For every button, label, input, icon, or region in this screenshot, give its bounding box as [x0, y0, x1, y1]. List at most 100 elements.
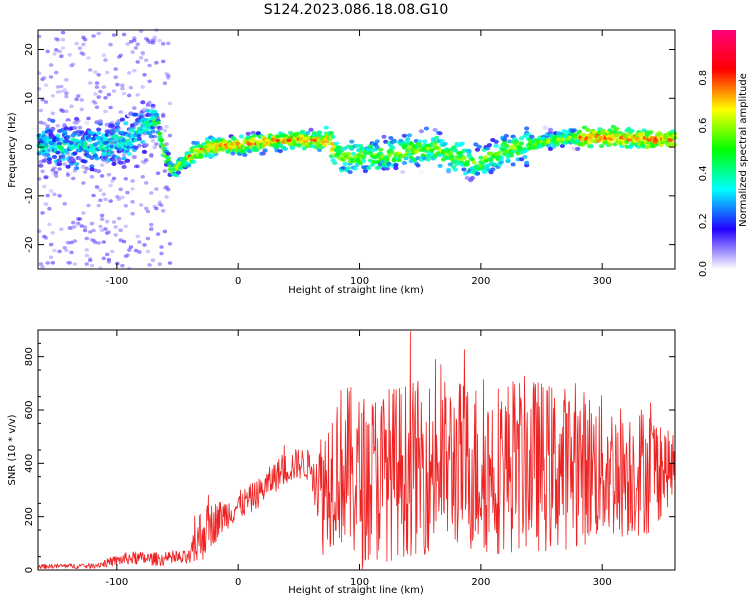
spectrogram-cell: [585, 128, 591, 133]
spectrogram-cell: [415, 163, 421, 168]
spectrogram-marks: [36, 28, 678, 271]
spectrogram-noise-cell: [57, 194, 62, 198]
spectrogram-noise-cell: [47, 206, 52, 211]
spectrogram-noise-cell: [54, 174, 59, 178]
spectrogram-noise-cell: [48, 189, 54, 193]
spectrogram-noise-cell: [110, 249, 115, 254]
spectrogram-cell: [140, 140, 146, 145]
spectrogram-cell: [429, 148, 435, 153]
spectrogram-noise-cell: [123, 224, 128, 229]
spectrogram-noise-cell: [110, 179, 115, 183]
spectrogram-noise-cell: [96, 241, 101, 245]
spectrogram-cell: [349, 139, 355, 144]
spectrogram-noise-cell: [64, 94, 69, 99]
spectrogram-noise-cell: [157, 262, 162, 266]
spectrogram-cell: [136, 137, 142, 141]
spectrogram-noise-cell: [55, 90, 61, 94]
spectrogram-cell: [473, 142, 479, 147]
spectrogram-noise-cell: [152, 38, 157, 42]
spectrogram-noise-cell: [145, 209, 151, 214]
spectrogram-cell: [175, 170, 182, 175]
colorbar-ticks: 0.0 0.2 0.4 0.6 0.8: [698, 70, 709, 277]
spectrogram-cell: [82, 159, 88, 164]
spectrogram-noise-cell: [65, 240, 71, 245]
spectrogram-noise-cell: [105, 219, 110, 224]
spectrogram-noise-cell: [166, 76, 171, 80]
spectrogram-noise-cell: [40, 265, 45, 269]
spectrogram-x-tick-label: -100: [106, 276, 129, 287]
spectrogram-noise-cell: [140, 85, 145, 89]
spectrogram-noise-cell: [149, 222, 154, 227]
spectrogram-noise-cell: [77, 125, 83, 130]
spectrogram-noise-cell: [98, 188, 103, 192]
spectrogram-noise-cell: [154, 60, 159, 65]
spectrogram-noise-cell: [149, 191, 154, 195]
spectrogram-cell: [342, 162, 348, 166]
spectrogram-cell: [51, 154, 58, 159]
spectrogram-cell: [89, 164, 95, 169]
spectrogram-cell: [46, 160, 53, 165]
spectrogram-cell: [418, 129, 424, 134]
spectrogram-cell: [418, 169, 424, 174]
spectrogram-cell: [413, 149, 419, 154]
spectrogram-noise-cell: [130, 211, 135, 216]
spectrogram-cell: [50, 126, 56, 131]
spectrogram-frame: [37, 29, 676, 270]
spectrogram-cell: [378, 147, 384, 152]
spectrogram-cell: [55, 133, 61, 138]
spectrogram-noise-cell: [96, 31, 101, 36]
spectrogram-noise-cell: [157, 38, 162, 43]
spectrogram-cell: [94, 156, 100, 161]
spectrogram-cell: [123, 121, 129, 126]
spectrogram-cell: [339, 148, 345, 153]
spectrogram-cell: [629, 128, 635, 133]
spectrogram-cell: [457, 151, 464, 155]
spectrogram-cell: [480, 161, 486, 166]
spectrogram-noise-cell: [79, 107, 84, 112]
spectrogram-noise-cell: [40, 211, 45, 215]
spectrogram-noise-cell: [159, 251, 164, 256]
spectrogram-noise-cell: [144, 58, 149, 63]
spectrogram-noise-cell: [55, 85, 61, 89]
spectrogram-noise-cell: [121, 153, 127, 157]
spectrogram-cell: [62, 130, 68, 135]
spectrogram-noise-cell: [76, 94, 81, 98]
spectrogram-noise-cell: [76, 221, 81, 226]
spectrogram-noise-cell: [93, 101, 98, 105]
spectrogram-noise-cell: [94, 81, 100, 85]
spectrogram-cell: [614, 127, 620, 131]
spectrogram-cell: [388, 136, 394, 140]
spectrogram-cell: [393, 166, 399, 171]
spectrogram-cell: [483, 155, 489, 160]
spectrogram-cell: [547, 146, 554, 151]
spectrogram-noise-cell: [120, 263, 125, 268]
spectrogram-cell: [386, 153, 392, 158]
spectrogram-noise-cell: [43, 202, 49, 206]
spectrogram-noise-cell: [123, 177, 128, 181]
spectrogram-noise-cell: [121, 239, 127, 244]
snr-y-tick-label: 400: [24, 454, 35, 473]
spectrogram-noise-cell: [67, 261, 73, 265]
spectrogram-cell: [446, 167, 452, 172]
spectrogram-cell: [96, 131, 102, 136]
spectrogram-noise-cell: [144, 206, 149, 211]
spectrogram-noise-cell: [121, 160, 127, 165]
spectrogram-noise-cell: [125, 190, 130, 195]
spectrogram-cell: [116, 157, 122, 162]
spectrogram-noise-cell: [52, 166, 57, 170]
spectrogram-noise-cell: [118, 110, 123, 114]
spectrogram-noise-cell: [60, 37, 66, 42]
spectrogram-cell: [118, 160, 124, 165]
spectrogram-cell: [74, 166, 80, 171]
spectrogram-cell: [242, 128, 248, 133]
spectrogram-noise-cell: [150, 258, 156, 263]
spectrogram-noise-cell: [130, 187, 135, 191]
spectrogram-noise-cell: [101, 53, 107, 58]
spectrogram-noise-cell: [138, 203, 144, 207]
spectrogram-cell: [323, 125, 329, 130]
spectrogram-cell: [322, 143, 328, 148]
spectrogram-noise-cell: [45, 193, 50, 198]
spectrogram-noise-cell: [59, 227, 64, 231]
